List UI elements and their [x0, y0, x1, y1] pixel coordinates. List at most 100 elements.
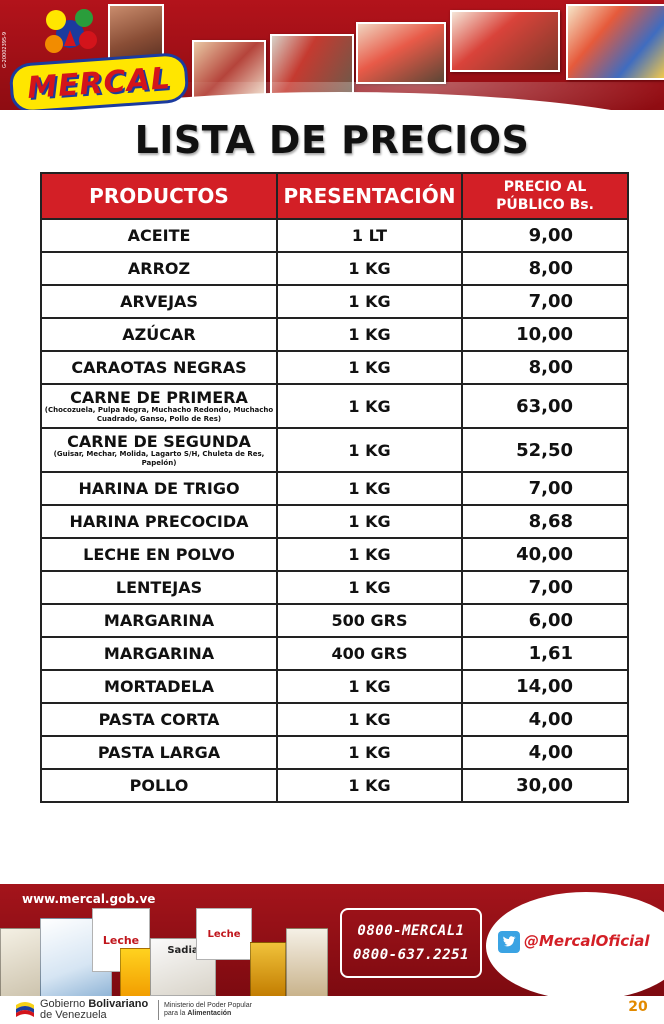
collage-photo	[192, 40, 266, 102]
mercal-logo-text: MERCAL	[8, 51, 190, 110]
product-cell: ARVEJAS	[40, 284, 278, 319]
table-row: ARVEJAS 1 KG 7,00	[40, 284, 629, 319]
mercal-logo: MERCAL	[6, 6, 190, 110]
phone-number-2[interactable]: 0800-637.2251	[352, 947, 470, 963]
presentation-cell: 1 KG	[276, 317, 463, 352]
footer-banner: www.mercal.gob.ve Leche Sadia Leche 0800…	[0, 884, 664, 996]
price-cell: 8,00	[461, 350, 629, 385]
price-cell: 1,61	[461, 636, 629, 671]
ministry-label: Ministerio del Poder Popular para la Ali…	[164, 1002, 252, 1017]
product-name: LENTEJAS	[115, 578, 203, 597]
twitter-handle[interactable]: @MercalOficial	[524, 932, 650, 950]
product-name: MARGARINA	[103, 611, 215, 630]
product-name: CARNE DE PRIMERA	[70, 387, 248, 407]
presentation-cell: 1 KG	[276, 768, 463, 803]
product-name: POLLO	[129, 776, 189, 795]
table-row: PASTA LARGA 1 KG 4,00	[40, 735, 629, 770]
phone-numbers-box: 0800-MERCAL1 0800-637.2251	[340, 908, 482, 978]
presentation-cell: 1 KG	[276, 735, 463, 770]
price-cell: 14,00	[461, 669, 629, 704]
header-price: PRECIO AL PÚBLICO Bs.	[461, 172, 629, 220]
product-cell: AZÚCAR	[40, 317, 278, 352]
table-row: ACEITE 1 LT 9,00	[40, 218, 629, 253]
presentation-cell: 1 KG	[276, 669, 463, 704]
product-cell: HARINA PRECOCIDA	[40, 504, 278, 539]
table-row: HARINA PRECOCIDA 1 KG 8,68	[40, 504, 629, 539]
product-name: CARNE DE SEGUNDA	[67, 431, 251, 451]
table-row: POLLO 1 KG 30,00	[40, 768, 629, 803]
presentation-cell: 1 KG	[276, 570, 463, 605]
price-cell: 4,00	[461, 735, 629, 770]
presentation-cell: 1 KG	[276, 284, 463, 319]
collage-photo	[356, 22, 446, 84]
presentation-cell: 1 KG	[276, 383, 463, 429]
presentation-cell: 400 GRS	[276, 636, 463, 671]
table-header-row: PRODUCTOS PRESENTACIÓN PRECIO AL PÚBLICO…	[40, 172, 629, 220]
presentation-cell: 500 GRS	[276, 603, 463, 638]
product-cell: LECHE EN POLVO	[40, 537, 278, 572]
price-cell: 63,00	[461, 383, 629, 429]
venezuela-flag-icon	[16, 1002, 34, 1017]
presentation-cell: 1 KG	[276, 350, 463, 385]
table-row: LECHE EN POLVO 1 KG 40,00	[40, 537, 629, 572]
mercal-logo-icon	[45, 9, 97, 53]
divider	[158, 1000, 159, 1020]
presentation-cell: 1 KG	[276, 427, 463, 473]
product-name: AZÚCAR	[122, 325, 196, 344]
product-cell: CARAOTAS NEGRAS	[40, 350, 278, 385]
price-table: PRODUCTOS PRESENTACIÓN PRECIO AL PÚBLICO…	[40, 172, 629, 803]
table-row: MORTADELA 1 KG 14,00	[40, 669, 629, 704]
product-cell: ARROZ	[40, 251, 278, 286]
price-cell: 40,00	[461, 537, 629, 572]
bottom-bar: Gobierno Bolivariano de Venezuela Minist…	[0, 996, 664, 1024]
page-title: LISTA DE PRECIOS	[134, 118, 530, 162]
table-row: CARNE DE PRIMERA (Chocozuela, Pulpa Negra…	[40, 383, 629, 429]
presentation-cell: 1 KG	[276, 471, 463, 506]
collage-photo	[450, 10, 560, 72]
table-row: MARGARINA 500 GRS 6,00	[40, 603, 629, 638]
price-cell: 6,00	[461, 603, 629, 638]
table-body: ACEITE 1 LT 9,00 ARROZ 1 KG 8,00 ARVEJAS 1 KG 7,…	[40, 218, 629, 803]
product-name: MARGARINA	[103, 644, 215, 663]
header-price-line2: PÚBLICO Bs.	[496, 197, 594, 213]
header-presentation: PRESENTACIÓN	[276, 172, 463, 220]
price-cell: 8,00	[461, 251, 629, 286]
table-row: HARINA DE TRIGO 1 KG 7,00	[40, 471, 629, 506]
website-link[interactable]: www.mercal.gob.ve	[22, 892, 156, 906]
twitter-bird-icon	[498, 931, 520, 953]
package-label: Leche	[196, 908, 252, 960]
product-cell: PASTA CORTA	[40, 702, 278, 737]
table-row: PASTA CORTA 1 KG 4,00	[40, 702, 629, 737]
collage-photo	[566, 4, 664, 80]
header-price-line1: PRECIO AL	[503, 179, 587, 195]
product-name: HARINA DE TRIGO	[78, 479, 240, 498]
price-cell: 7,00	[461, 471, 629, 506]
product-cell: CARNE DE PRIMERA (Chocozuela, Pulpa Negra…	[40, 383, 278, 429]
product-cell: MORTADELA	[40, 669, 278, 704]
header-products: PRODUCTOS	[40, 172, 278, 220]
product-cell: POLLO	[40, 768, 278, 803]
phone-number-1[interactable]: 0800-MERCAL1	[357, 923, 465, 939]
table-row: ARROZ 1 KG 8,00	[40, 251, 629, 286]
product-pile-image: Leche Sadia Leche	[0, 908, 340, 996]
product-name: LECHE EN POLVO	[83, 545, 235, 564]
presentation-cell: 1 KG	[276, 504, 463, 539]
product-name: ARROZ	[127, 259, 191, 278]
price-cell: 10,00	[461, 317, 629, 352]
product-detail: (Guisar, Mechar, Molida, Lagarto S/H, Ch…	[53, 449, 265, 467]
product-cell: MARGARINA	[40, 636, 278, 671]
table-row: AZÚCAR 1 KG 10,00	[40, 317, 629, 352]
government-label: Gobierno Bolivariano de Venezuela	[40, 998, 149, 1021]
product-cell: ACEITE	[40, 218, 278, 253]
product-name: MORTADELA	[104, 677, 214, 696]
product-cell: MARGARINA	[40, 603, 278, 638]
product-name: HARINA PRECOCIDA	[69, 512, 249, 531]
product-name: CARAOTAS NEGRAS	[71, 358, 247, 377]
product-name: ARVEJAS	[120, 292, 198, 311]
product-name: ACEITE	[127, 226, 191, 245]
price-cell: 7,00	[461, 284, 629, 319]
product-detail: (Chocozuela, Pulpa Negra, Muchacho Redon…	[44, 405, 274, 423]
product-cell: LENTEJAS	[40, 570, 278, 605]
price-cell: 8,68	[461, 504, 629, 539]
price-cell: 30,00	[461, 768, 629, 803]
